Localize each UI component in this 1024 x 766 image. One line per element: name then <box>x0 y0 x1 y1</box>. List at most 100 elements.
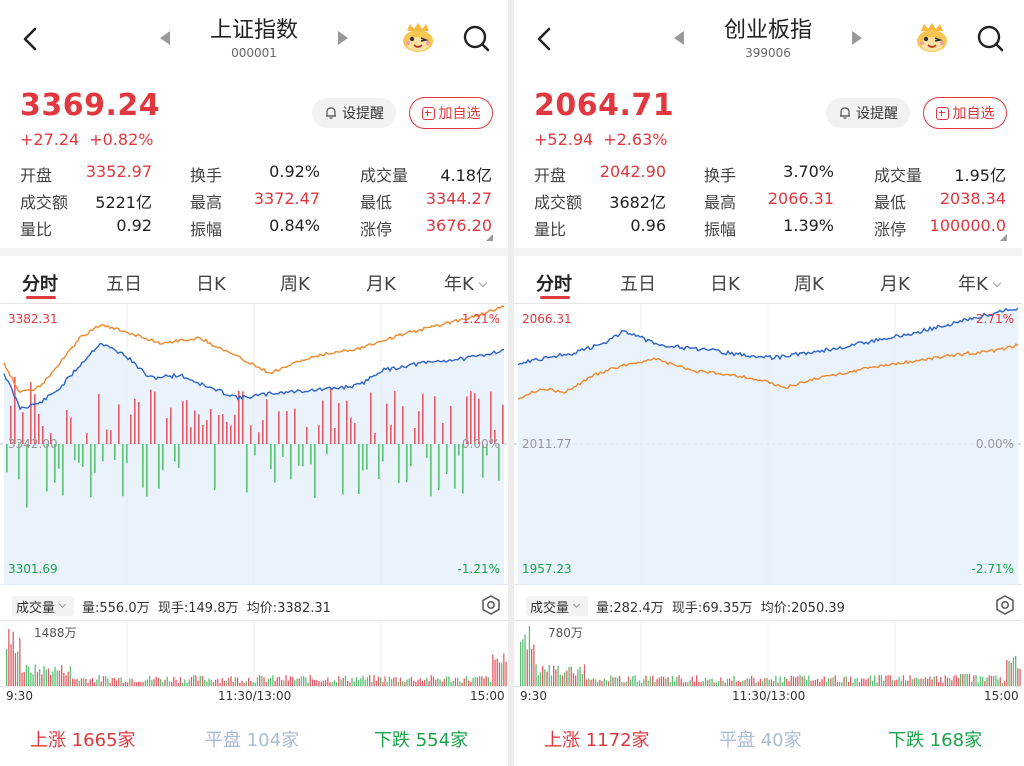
volume-bar <box>801 676 803 686</box>
tab-yearly[interactable]: 年K <box>958 270 1002 296</box>
volume-selector[interactable]: 成交量 <box>526 596 588 616</box>
mascot-icon[interactable] <box>914 22 950 54</box>
advancers-count: 1172家 <box>585 730 650 751</box>
volume-bar <box>10 644 12 686</box>
volume-bar <box>338 676 340 686</box>
volume-bar <box>720 677 722 686</box>
volume-bar <box>155 676 157 686</box>
volume-bar <box>680 678 682 686</box>
prev-index-arrow-icon[interactable] <box>674 31 684 45</box>
stat-item: 最低 2038.34 <box>874 189 1006 213</box>
intraday-chart[interactable]: 3382.31 3342.00 3301.69 1.21% 0.00% -1.21% <box>0 303 508 585</box>
add-watchlist-button[interactable]: 加自选 <box>923 97 1007 129</box>
advancers[interactable]: 上涨 1665家 <box>30 726 136 752</box>
unchanged-label: 平盘 <box>719 730 755 751</box>
back-arrow-icon[interactable] <box>16 24 46 54</box>
tab-weekly[interactable]: 周K <box>280 270 310 296</box>
order-flow-bar <box>34 394 36 444</box>
volume-bar <box>621 681 623 686</box>
settings-icon[interactable] <box>994 594 1016 616</box>
stat-value: 100000.0 <box>929 215 1006 235</box>
tab-intraday[interactable]: 分时 <box>22 270 58 296</box>
volume-bar <box>792 676 795 686</box>
volume-bar <box>663 676 665 686</box>
tab-daily[interactable]: 日K <box>710 270 740 296</box>
volume-bar <box>909 675 911 686</box>
stat-label: 振幅 <box>704 219 737 239</box>
search-icon[interactable] <box>460 22 492 54</box>
volume-bar <box>402 681 404 686</box>
volume-bar <box>933 676 935 686</box>
volume-bar <box>102 676 105 686</box>
order-flow-bar <box>254 444 256 456</box>
volume-bar <box>217 678 219 686</box>
volume-bar <box>34 664 36 686</box>
expand-corner-icon[interactable] <box>1000 234 1007 241</box>
order-flow-bar <box>298 444 300 466</box>
settings-icon[interactable] <box>480 594 502 616</box>
order-flow-bar <box>482 444 484 478</box>
tab-intraday[interactable]: 分时 <box>536 270 572 296</box>
unchanged[interactable]: 平盘 40家 <box>719 726 802 752</box>
unchanged[interactable]: 平盘 104家 <box>205 726 299 752</box>
tab-monthly[interactable]: 月K <box>366 270 396 296</box>
volume-bar <box>138 681 140 686</box>
volume-bar <box>100 681 102 686</box>
order-flow-bar <box>454 444 456 489</box>
volume-bar <box>759 678 762 686</box>
volume-bar <box>204 679 206 686</box>
expand-corner-icon[interactable] <box>486 234 493 241</box>
section-divider <box>514 248 1022 256</box>
tab-5day[interactable]: 五日 <box>106 270 142 296</box>
volume-bar <box>656 679 658 686</box>
decliners[interactable]: 下跌 168家 <box>888 726 982 752</box>
stat-value: 3.70% <box>783 161 834 181</box>
decliners[interactable]: 下跌 554家 <box>374 726 468 752</box>
volume-selector[interactable]: 成交量 <box>12 596 74 616</box>
volume-bar <box>951 680 953 686</box>
next-index-arrow-icon[interactable] <box>338 31 348 45</box>
intraday-chart[interactable]: 2066.31 2011.77 1957.23 2.71% 0.00% -2.71% <box>514 303 1022 585</box>
add-watchlist-button[interactable]: 加自选 <box>409 97 493 129</box>
stat-value: 3352.97 <box>85 161 152 181</box>
set-reminder-button[interactable]: 设提醒 <box>312 98 396 128</box>
order-flow-bar <box>406 444 408 483</box>
volume-bar <box>649 676 652 686</box>
volume-bar <box>1015 655 1017 686</box>
volume-bar <box>232 681 234 686</box>
volume-chart[interactable]: 780万 <box>514 620 1022 712</box>
volume-toolbar: 成交量 量:282.4万 现手:69.35万 均价:2050.39 <box>514 590 1022 620</box>
back-arrow-icon[interactable] <box>530 24 560 54</box>
mascot-icon[interactable] <box>400 22 436 54</box>
search-icon[interactable] <box>974 22 1006 54</box>
order-flow-bar <box>362 444 364 471</box>
volume-bar <box>234 677 237 686</box>
tab-daily[interactable]: 日K <box>196 270 226 296</box>
volume-bar <box>718 681 720 686</box>
order-flow-bar <box>206 420 208 444</box>
axis-mid-pct: 0.00% <box>976 437 1014 451</box>
volume-bar <box>399 677 402 686</box>
advancers[interactable]: 上涨 1172家 <box>544 726 650 752</box>
prev-index-arrow-icon[interactable] <box>160 31 170 45</box>
tab-weekly[interactable]: 周K <box>794 270 824 296</box>
volume-chart[interactable]: 1488万 <box>0 620 508 712</box>
volume-bar <box>975 675 977 686</box>
volume-bar <box>430 675 432 686</box>
order-flow-bar <box>178 444 180 469</box>
order-flow-bar <box>134 398 136 444</box>
volume-bar <box>764 678 766 686</box>
tab-5day[interactable]: 五日 <box>620 270 656 296</box>
stat-value: 3344.27 <box>425 188 492 208</box>
order-flow-bar <box>238 390 240 444</box>
set-reminder-button[interactable]: 设提醒 <box>826 98 910 128</box>
volume-bar <box>237 677 239 686</box>
add-watchlist-label: 加自选 <box>952 106 995 122</box>
next-index-arrow-icon[interactable] <box>852 31 862 45</box>
volume-bar <box>858 682 861 686</box>
tab-monthly[interactable]: 月K <box>880 270 910 296</box>
volume-bar <box>441 681 443 686</box>
volume-bar <box>865 679 867 686</box>
volume-bar <box>74 679 76 686</box>
tab-yearly[interactable]: 年K <box>444 270 488 296</box>
